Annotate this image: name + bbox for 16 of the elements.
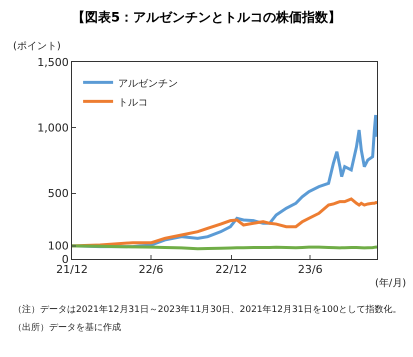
x-tick-label: 22/6 (138, 263, 164, 276)
y-tick-label: 1,500 (37, 56, 69, 69)
text: （注）データは2021年12月31日～2023年11月30日、2021年12月31日を100として指数化。 (13, 304, 402, 315)
x-tick-label: 21/12 (56, 263, 88, 276)
x-tick-label: 23/6 (298, 263, 323, 276)
y-tick-label: 500 (48, 187, 69, 200)
text: （出所）データを基に作成 (13, 322, 121, 333)
x-tick-label: 22/12 (215, 263, 248, 276)
y-tick-label: 1,000 (37, 122, 69, 135)
y-tick-label: 0 (62, 252, 69, 266)
x-axis-title: (年/月) (375, 277, 406, 289)
y-tick-label: 100 (48, 240, 69, 253)
y-axis-title: (ポイント) (13, 41, 61, 52)
legend-label: トルコ (118, 97, 148, 108)
legend-label: アルゼンチン (118, 78, 178, 90)
chart-title: 【図表5：アルゼンチンとトルコの株価指数】 (72, 10, 342, 26)
